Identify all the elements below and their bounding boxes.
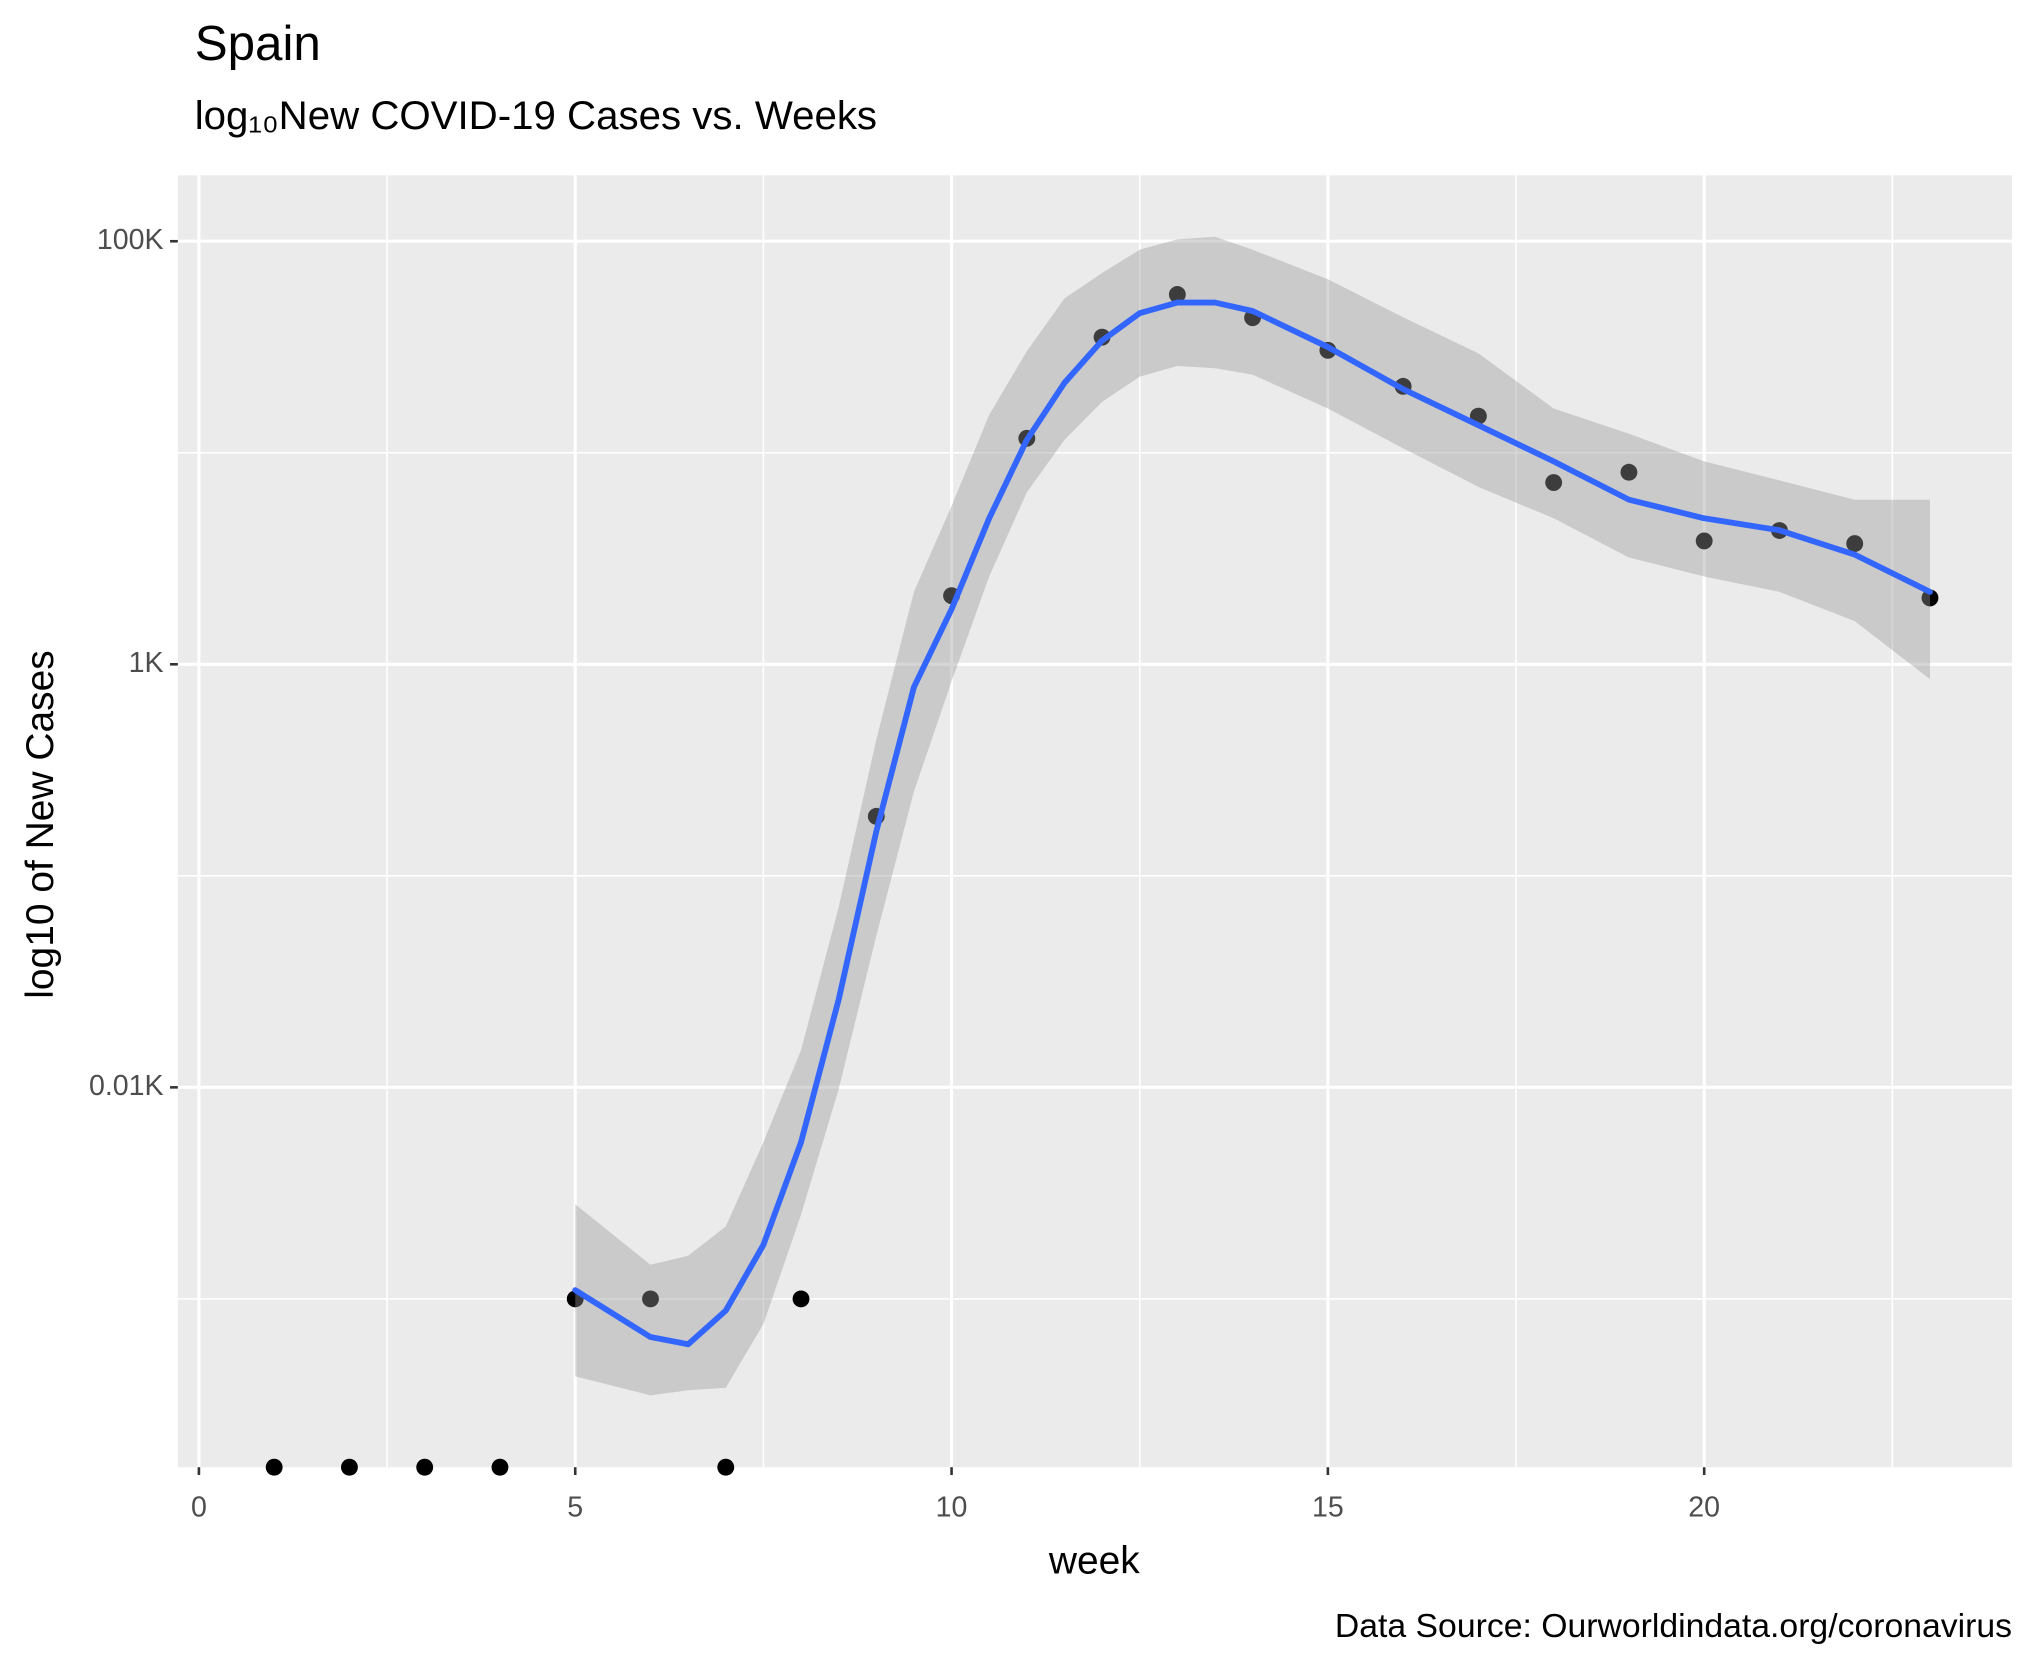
data-point — [1695, 532, 1713, 550]
y-tick-label: 0.01K — [89, 1070, 164, 1102]
data-point — [1168, 286, 1186, 303]
data-point — [1545, 474, 1563, 492]
plot-panel — [177, 175, 2013, 1468]
data-point — [642, 1290, 659, 1308]
data-point — [1620, 463, 1638, 481]
x-tick-label: 0 — [191, 1491, 207, 1523]
smooth-line — [572, 299, 1933, 1348]
chart-title: Spain — [195, 16, 321, 71]
data-point — [1846, 535, 1864, 553]
x-tick-label: 20 — [1688, 1491, 1720, 1523]
y-tick-label: 1K — [129, 647, 164, 679]
confidence-band — [575, 236, 1930, 1396]
y-tick-label: 100K — [97, 224, 164, 256]
caption: Data Source: Ourworldindata.org/coronavi… — [1335, 1607, 2012, 1645]
data-point — [416, 1458, 434, 1476]
x-tick-label: 10 — [936, 1491, 968, 1523]
y-axis-title: log10 of New Cases — [19, 650, 62, 999]
x-tick-label: 15 — [1312, 1491, 1344, 1523]
data-point — [491, 1458, 509, 1476]
x-tick-label: 5 — [567, 1491, 583, 1523]
chart-subtitle: log₁₀New COVID-19 Cases vs. Weeks — [195, 93, 877, 138]
data-point — [792, 1290, 810, 1308]
x-axis-title: week — [1048, 1540, 1140, 1583]
data-point — [265, 1458, 283, 1476]
data-point — [717, 1458, 735, 1476]
data-point — [341, 1458, 358, 1476]
data-point — [1921, 589, 1939, 607]
